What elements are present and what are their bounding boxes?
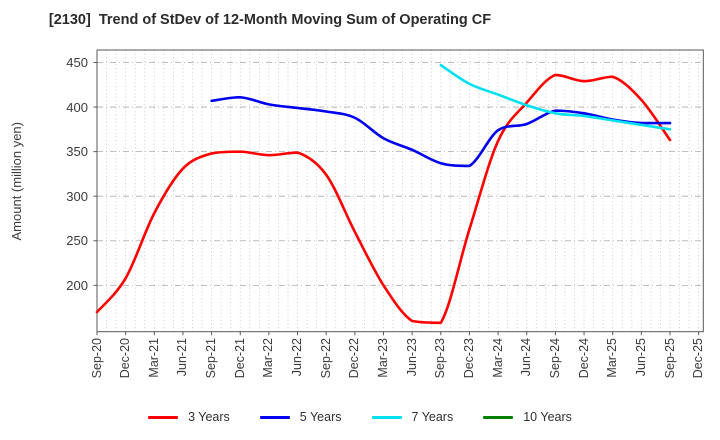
legend-swatch-5-years <box>259 415 290 419</box>
legend: 3 Years 5 Years 7 Years 10 Years <box>0 404 720 430</box>
x-tick-label: Mar-21 <box>146 338 161 378</box>
y-tick-label: 300 <box>66 188 88 204</box>
x-tick-label: Jun-22 <box>290 338 305 377</box>
x-tick-label: Mar-25 <box>605 338 620 378</box>
legend-swatch-3-years <box>148 415 179 419</box>
x-tick-label: Sep-21 <box>204 338 219 379</box>
series-line-7-years <box>439 63 672 131</box>
x-tick-label: Dec-25 <box>691 338 706 379</box>
x-tick-label: Dec-21 <box>232 338 247 379</box>
legend-swatch-7-years <box>371 415 402 419</box>
legend-item-5-years: 5 Years <box>259 410 342 424</box>
x-tick-label: Dec-23 <box>461 338 476 379</box>
x-tick-label: Mar-24 <box>490 338 505 378</box>
legend-item-3-years: 3 Years <box>148 410 230 424</box>
y-tick-label: 400 <box>66 99 88 115</box>
y-tick-label: 200 <box>66 277 88 293</box>
x-tick-label: Jun-24 <box>519 338 534 377</box>
legend-label-3-years: 3 Years <box>188 410 230 424</box>
legend-label-5-years: 5 Years <box>299 410 342 424</box>
x-tick-label: Mar-23 <box>376 338 390 378</box>
x-tick-label: Sep-24 <box>547 338 562 379</box>
legend-item-10-years: 10 Years <box>483 410 572 424</box>
legend-swatch-10-years <box>483 415 514 419</box>
x-tick-label: Dec-22 <box>347 338 362 379</box>
x-tick-label: Sep-25 <box>662 338 677 379</box>
x-tick-label: Sep-23 <box>433 338 448 379</box>
x-tick-label: Jun-21 <box>175 338 190 377</box>
x-tick-label: Jun-23 <box>404 338 419 377</box>
y-tick-label: 450 <box>66 54 88 70</box>
legend-item-7-years: 7 Years <box>371 410 454 424</box>
x-tick-label: Sep-20 <box>89 338 104 379</box>
x-tick-label: Dec-24 <box>576 338 591 379</box>
y-tick-label: 250 <box>66 233 88 249</box>
x-tick-label: Dec-20 <box>118 338 133 379</box>
legend-label-10-years: 10 Years <box>523 410 572 424</box>
series-line-5-years <box>210 95 672 168</box>
x-tick-label: Mar-22 <box>261 338 276 378</box>
chart-title: [2130] Trend of StDev of 12-Month Moving… <box>48 12 492 28</box>
series-line-3-years <box>95 73 672 325</box>
legend-label-7-years: 7 Years <box>411 410 454 424</box>
y-tick-label: 350 <box>66 144 88 160</box>
x-tick-label: Jun-25 <box>633 338 648 377</box>
x-tick-label: Sep-22 <box>318 338 333 379</box>
